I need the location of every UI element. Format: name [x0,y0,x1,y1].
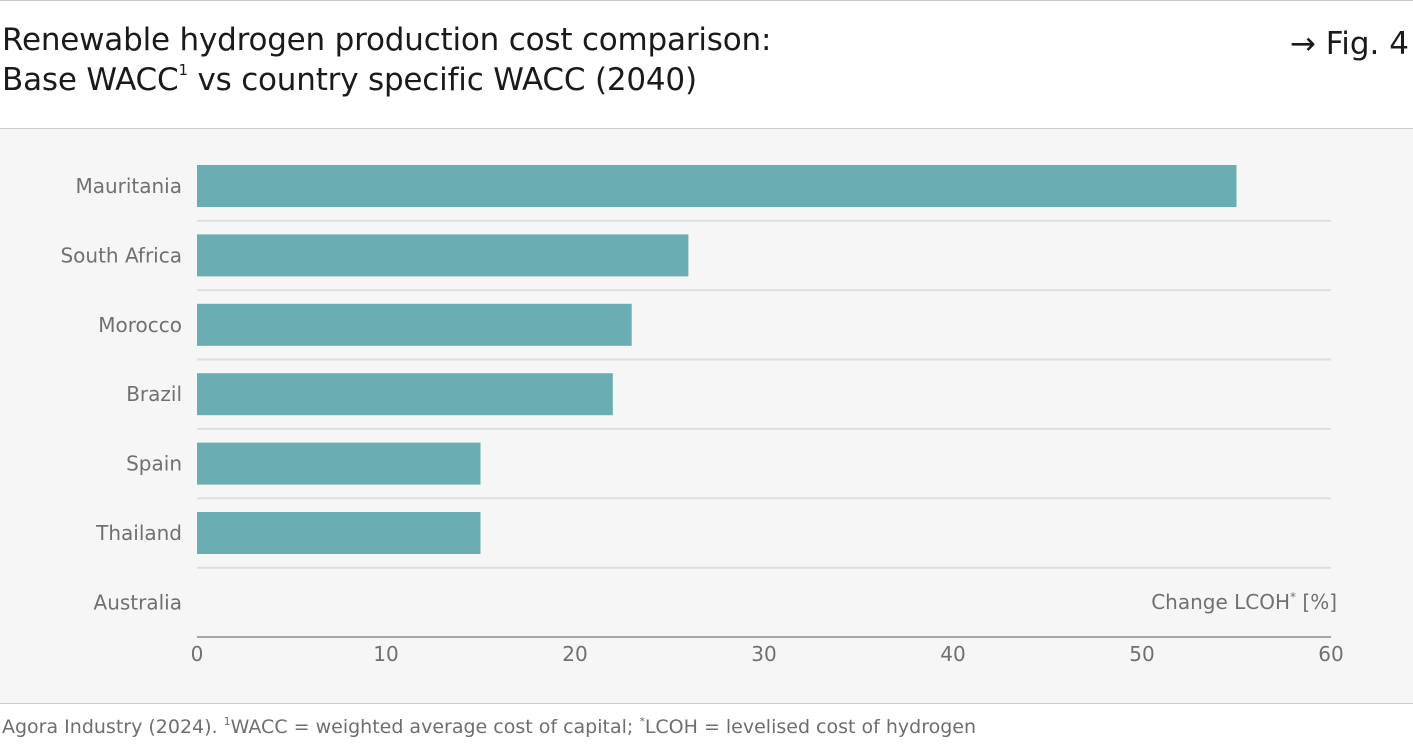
title-line-1: Renewable hydrogen production cost compa… [2,22,772,58]
title-line-2-rest: vs country specific WACC (2040) [187,62,697,98]
chart-title: Renewable hydrogen production cost compa… [2,20,771,100]
bar [197,442,481,485]
category-label: Brazil [126,382,182,406]
source-text: Agora Industry (2024). [2,716,224,738]
category-label: Spain [126,452,182,476]
source-note: Agora Industry (2024). 1WACC = weighted … [2,716,976,738]
x-tick-label: 10 [373,642,398,666]
x-tick-label: 0 [191,642,204,666]
figure-number-label: → Fig. 4 [1289,26,1409,62]
title-line-2: Base WACC1 vs country specific WACC (204… [2,60,771,100]
x-axis-label: Change LCOH* [%] [1151,590,1337,614]
bar [197,165,1237,207]
title-footnote-marker: 1 [178,61,188,79]
wacc-definition: WACC = weighted average cost of capital; [230,716,640,738]
x-tick-label: 20 [562,642,587,666]
category-label: Morocco [98,313,182,337]
bar [197,512,481,554]
top-rule [0,0,1413,1]
bar-chart: Mauritania South Africa Morocco Brazil Spain… [60,165,1344,666]
bar [197,373,613,416]
category-label: Mauritania [75,174,182,198]
category-label: South Africa [60,243,182,267]
title-line-2-main: Base WACC [2,62,179,98]
bar [197,234,689,277]
x-tick-label: 60 [1318,642,1343,666]
footnote-marker-1: 1 [223,715,231,728]
x-tick-label: 30 [751,642,776,666]
footnote-marker-asterisk: * [639,715,645,728]
x-tick-label: 50 [1129,642,1154,666]
x-tick-label: 40 [940,642,965,666]
chart-panel: Mauritania South Africa Morocco Brazil Spain… [0,128,1413,704]
lcoh-definition: LCOH = levelised cost of hydrogen [644,716,977,738]
category-label: Australia [94,590,182,614]
category-label: Thailand [95,521,182,545]
bar [197,303,632,346]
